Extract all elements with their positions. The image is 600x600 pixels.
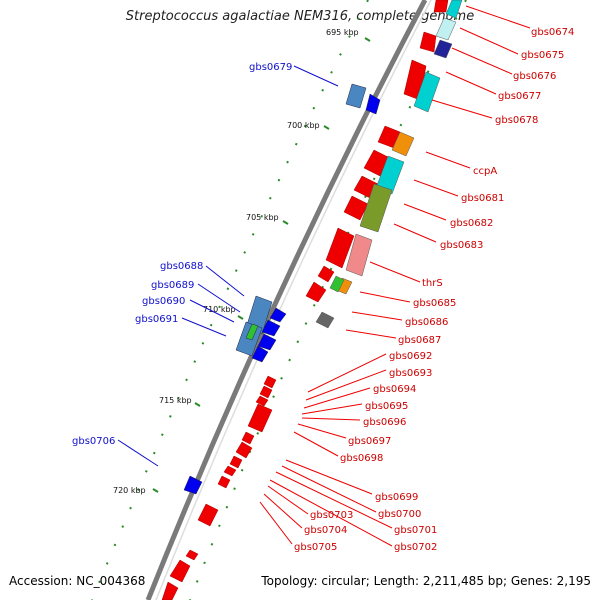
gene-label-gbs0699: gbs0699	[375, 492, 418, 503]
left-gene-labels: gbs0679 gbs0688 gbs0689 gbs0690 gbs0691 …	[72, 62, 292, 447]
cyan-block	[413, 71, 441, 113]
gene-arrow-red	[317, 265, 335, 283]
gene-label-gbs0676: gbs0676	[513, 71, 556, 82]
gene-arrow-red	[235, 441, 253, 459]
blue-gene-arrow	[269, 307, 287, 323]
right-callout-lines	[259, 5, 531, 547]
blue-gene-arrow	[257, 333, 277, 351]
accession-text: Accession: NC_004368	[9, 574, 146, 588]
gene-arrow-red	[241, 431, 255, 445]
scale-label-720: 720 kbp	[113, 486, 146, 495]
red-gene-arrows	[161, 0, 449, 600]
scale-labels: 695 kbp 700 kbp 705 kbp 710 kbp 715 kbp …	[113, 28, 359, 495]
gene-label-gbs0682: gbs0682	[450, 218, 493, 229]
gray-block	[315, 311, 335, 329]
scale-label-705: 705 kbp	[246, 213, 279, 222]
colored-gene-blocks	[315, 0, 463, 329]
gene-label-gbs0687: gbs0687	[398, 335, 441, 346]
gene-arrow-red	[343, 195, 369, 221]
blue-gene-arrow	[261, 319, 281, 337]
gene-arrow-red	[197, 503, 219, 527]
gene-arrow-red	[325, 227, 355, 269]
gene-label-gbs0692: gbs0692	[389, 351, 432, 362]
steel-block	[345, 83, 367, 109]
gene-label-ccpa: ccpA	[473, 166, 497, 177]
scale-label-700: 700 kbp	[287, 121, 320, 130]
gene-arrow-red	[223, 465, 237, 477]
genome-summary-text: Topology: circular; Length: 2,211,485 bp…	[261, 574, 591, 588]
pink-block	[345, 233, 373, 277]
gene-arrow-red	[185, 549, 199, 561]
green-block	[245, 323, 259, 341]
gene-label-gbs0675: gbs0675	[521, 50, 564, 61]
gene-arrow-red	[255, 395, 269, 407]
gene-label-gbs0705: gbs0705	[294, 542, 337, 553]
gene-label-gbs0674: gbs0674	[531, 27, 574, 38]
gene-arrow-red	[169, 559, 191, 583]
gene-label-gbs0704: gbs0704	[304, 525, 347, 536]
gene-label-gbs0677: gbs0677	[498, 91, 541, 102]
gene-label-gbs0695: gbs0695	[365, 401, 408, 412]
gene-arrow-red	[229, 455, 243, 469]
gene-label-gbs0690: gbs0690	[142, 296, 185, 307]
gene-label-gbs0700: gbs0700	[378, 509, 421, 520]
gene-label-gbs0701: gbs0701	[394, 525, 437, 536]
gene-label-gbs0706: gbs0706	[72, 436, 115, 447]
blue-gene-arrow	[183, 475, 203, 495]
scale-tick-marks	[152, 37, 371, 493]
gene-arrow-red	[419, 31, 437, 53]
green-block	[329, 275, 345, 293]
gene-label-gbs0688: gbs0688	[160, 261, 203, 272]
gene-arrow-red	[161, 581, 179, 600]
gene-label-gbs0681: gbs0681	[461, 193, 504, 204]
gene-label-gbs0678: gbs0678	[495, 115, 538, 126]
gene-label-gbs0696: gbs0696	[363, 417, 406, 428]
navy-block	[433, 39, 453, 59]
gene-label-thrs: thrS	[422, 278, 443, 289]
gene-label-gbs0679: gbs0679	[249, 62, 292, 73]
cyan-block	[375, 155, 405, 195]
gene-label-gbs0697: gbs0697	[348, 436, 391, 447]
left-callout-lines	[117, 65, 339, 467]
right-gene-labels: gbs0674 gbs0675 gbs0676 gbs0677 gbs0678 …	[294, 27, 574, 553]
gene-label-gbs0698: gbs0698	[340, 453, 383, 464]
cyan-block	[435, 17, 457, 41]
gene-label-gbs0694: gbs0694	[373, 384, 416, 395]
scale-label-710: 710 kbp	[203, 305, 236, 314]
scale-label-695: 695 kbp	[326, 28, 359, 37]
gene-arrow-red	[247, 403, 273, 433]
blue-gene-arrow	[365, 93, 381, 115]
gene-label-gbs0686: gbs0686	[405, 317, 448, 328]
gene-label-gbs0689: gbs0689	[151, 280, 194, 291]
genome-backbone	[145, 0, 432, 600]
gene-label-gbs0691: gbs0691	[135, 314, 178, 325]
cyan-block	[445, 0, 463, 19]
gene-label-gbs0693: gbs0693	[389, 368, 432, 379]
blue-gene-arrow	[251, 345, 269, 363]
map-title: Streptococcus agalactiae NEM316, complet…	[125, 9, 475, 24]
scale-label-715: 715 kbp	[159, 396, 192, 405]
gene-arrow-red	[259, 385, 273, 399]
gene-arrow-red	[263, 375, 277, 389]
gene-label-gbs0702: gbs0702	[394, 542, 437, 553]
gene-label-gbs0703: gbs0703	[310, 510, 353, 521]
olive-block	[359, 183, 393, 233]
gene-arrow-red	[217, 475, 231, 489]
gene-arrow-red	[433, 0, 449, 13]
gene-label-gbs0683: gbs0683	[440, 240, 483, 251]
orange-block	[391, 131, 415, 157]
gene-arrow-red	[305, 281, 327, 303]
left-gene-blocks	[183, 83, 381, 495]
gene-label-gbs0685: gbs0685	[413, 298, 456, 309]
